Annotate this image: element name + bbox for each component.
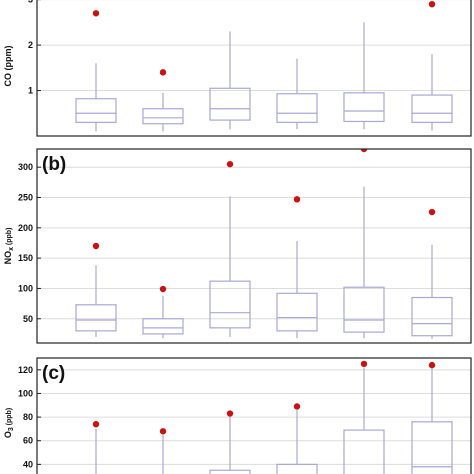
box-1 [75,10,117,132]
outlier-point [92,242,100,250]
y-tick-label: 80 [23,412,33,422]
box-5 [343,149,385,339]
y-axis-label: CO (ppm) [3,46,13,87]
iqr-box [411,94,453,123]
outlier-point [226,410,234,417]
iqr-box [75,98,117,123]
iqr-box [276,93,318,123]
iqr-box [343,429,385,474]
plot-area [75,149,453,339]
y-tick-label: 1 [28,86,33,96]
box-4 [276,196,318,339]
y-tick-label: 250 [18,193,33,203]
outlier-point [92,10,100,17]
box-5 [343,360,385,474]
y-tick-label: 60 [23,436,33,446]
y-tick-label: 300 [18,162,33,172]
outlier-point [360,149,368,153]
panel-frame [36,148,472,344]
outlier-point [293,403,301,410]
y-tick-label: 3 [28,0,33,5]
box-6 [411,0,453,131]
panel-label: (c) [42,363,65,384]
y-tick-label: 100 [18,283,33,293]
box-3 [209,31,251,130]
y-tick-label: 150 [18,253,33,263]
box-2 [142,69,184,132]
panel-3: 40 60 80 100 120 O3 (ppb) (c) [3,357,472,474]
iqr-box [209,87,251,121]
outlier-point [226,160,234,168]
panel-frame [36,357,472,474]
iqr-box [209,280,251,329]
box-2 [159,428,167,474]
y-axis-label-main: O [3,431,13,438]
iqr-box [343,286,385,333]
y-tick-label: 120 [18,365,33,375]
y-tick-label: 40 [23,459,33,469]
outlier-point [428,0,436,8]
iqr-box [75,304,117,332]
y-tick-label: 200 [18,223,33,233]
y-axis-label-main: NO [3,251,13,265]
panel-label: (b) [42,154,66,175]
iqr-box [209,469,251,474]
iqr-box [142,108,184,125]
box-1 [92,420,100,474]
outlier-point [293,196,301,203]
box-3 [209,160,251,337]
panel-2: 50 100 150 200 250 300 NOx (ppb) (b) [3,148,472,344]
outlier-point [360,360,368,368]
panel-frame [36,0,472,137]
box-6 [411,361,453,474]
outlier-point [159,285,167,293]
panel-1: 1 2 3 CO (ppm) [3,0,472,137]
iqr-box [276,292,318,332]
y-axis-label: O3 (ppb) [3,408,15,438]
box-1 [75,242,117,337]
plot-area [92,360,453,474]
box-6 [411,208,453,339]
y-axis-label-subscript: x [8,247,15,251]
outlier-point [159,69,167,76]
iqr-box [411,296,453,337]
box-3 [209,410,251,474]
y-tick-label: 2 [28,40,33,50]
iqr-box [343,92,385,123]
y-tick-label: 50 [23,314,33,324]
y-axis-label-unit: (ppb) [6,408,13,427]
y-axis-label-unit: (ppb) [6,228,13,247]
box-2 [142,285,184,339]
iqr-box [276,463,318,474]
box-5 [343,22,385,130]
plot-area [75,0,453,132]
iqr-box [142,318,184,335]
y-axis-label-subscript: 3 [8,427,15,431]
iqr-box [411,421,453,474]
outlier-point [428,361,436,369]
box-4 [276,58,318,130]
y-axis-label: NOx (ppb) [3,228,15,265]
outlier-point [428,208,436,216]
y-tick-label: 100 [18,388,33,398]
outlier-point [159,428,167,435]
box-4 [276,403,318,474]
outlier-point [92,420,100,428]
